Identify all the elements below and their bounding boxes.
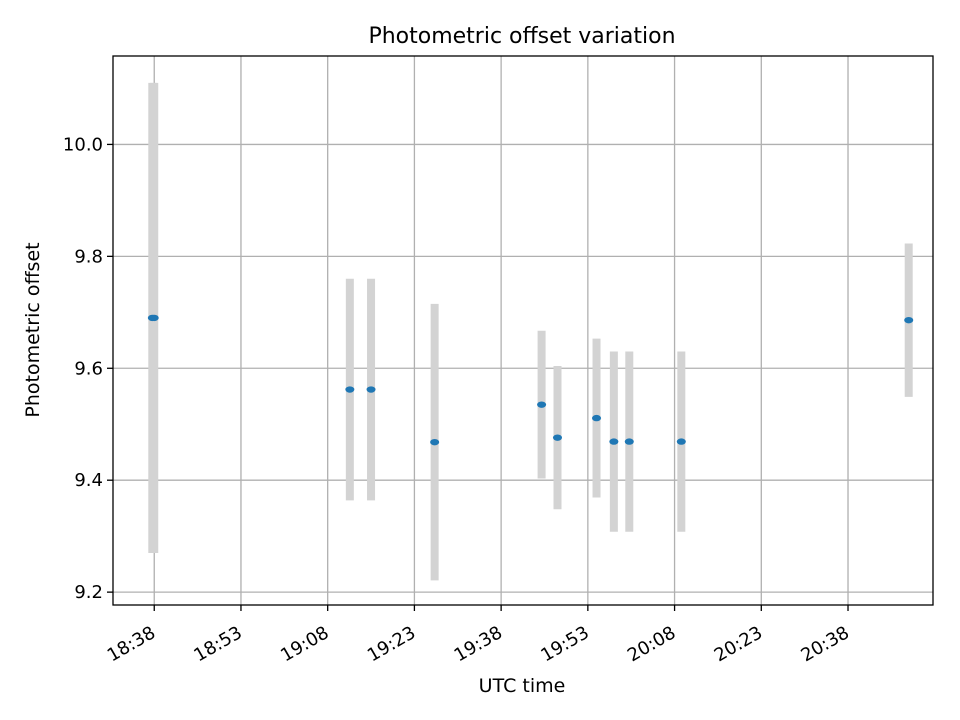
data-point	[609, 438, 619, 445]
data-point	[676, 438, 686, 445]
plot-background	[113, 56, 933, 605]
chart-title: Photometric offset variation	[368, 24, 675, 49]
data-point	[592, 414, 602, 422]
data-point	[552, 434, 562, 441]
data-point	[345, 386, 355, 393]
x-axis-label: UTC time	[479, 675, 566, 697]
plot-area	[112, 55, 934, 606]
plot-frame	[112, 55, 934, 606]
data-point	[149, 314, 159, 322]
y-tick-label: 9.4	[74, 470, 103, 491]
data-point	[624, 438, 634, 445]
y-axis-label: Photometric offset	[22, 242, 44, 417]
y-tick-label: 9.2	[74, 582, 103, 603]
data-point	[430, 438, 440, 446]
grid	[113, 56, 933, 605]
y-tick-label: 9.8	[74, 246, 103, 267]
data-point	[366, 386, 376, 393]
y-axis-ticks: 9.2 9.4 9.6 9.8 10.0	[63, 134, 113, 603]
data-point	[537, 401, 547, 408]
y-tick-label: 10.0	[63, 134, 103, 155]
y-tick-label: 9.6	[74, 358, 103, 379]
data-points	[147, 314, 914, 446]
data-point	[904, 316, 914, 324]
